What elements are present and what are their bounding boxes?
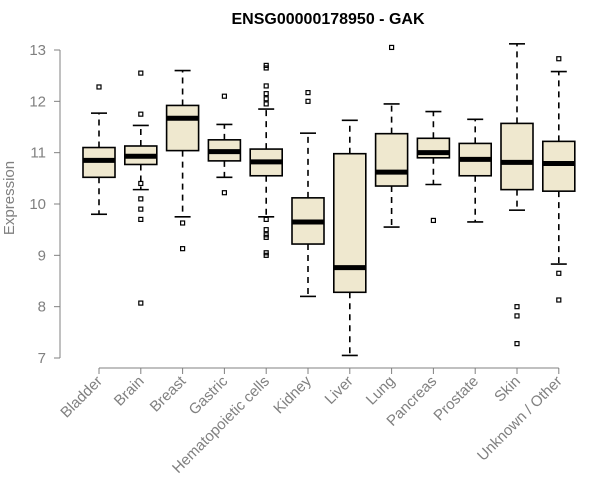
outlier-point [138, 196, 144, 202]
y-tick-label: 11 [30, 145, 46, 162]
outlier-point [263, 216, 269, 222]
x-tick-label: Breast [147, 372, 190, 415]
y-tick-label: 10 [29, 196, 46, 213]
outlier-point [180, 246, 186, 252]
x-tick-label: Skin [491, 373, 524, 406]
y-axis-label: Expression [1, 161, 18, 235]
outlier-point [514, 304, 520, 310]
box-group [500, 43, 534, 347]
iqr-box [500, 122, 534, 191]
outlier-point [221, 93, 227, 99]
x-tick-label: Liver [322, 373, 357, 408]
y-axis: 7 8 9 10 11 12 13 [29, 42, 61, 367]
iqr-box [374, 132, 409, 187]
y-tick-label: 8 [38, 299, 46, 316]
outlier-point [138, 300, 144, 306]
outlier-point [263, 91, 269, 97]
outlier-point [389, 44, 395, 51]
outlier-point [138, 206, 144, 212]
outlier-point [263, 83, 269, 89]
iqr-box [165, 104, 200, 152]
outlier-point [430, 217, 436, 224]
outlier-point [138, 111, 144, 117]
box-group [165, 69, 200, 252]
y-tick-label: 9 [38, 247, 46, 264]
box-group [458, 118, 493, 223]
outlier-point [138, 180, 144, 187]
box-series [82, 43, 576, 357]
y-tick-label: 12 [29, 93, 46, 110]
outlier-point [556, 297, 562, 303]
box-group [541, 56, 576, 303]
y-tick-label: 7 [38, 350, 46, 367]
outlier-point [263, 252, 269, 258]
outlier-point [96, 84, 102, 90]
outlier-point [305, 98, 311, 104]
box-group [332, 119, 367, 357]
outlier-point [221, 190, 227, 196]
outlier-point [305, 90, 311, 96]
x-tick-label: Lung [363, 373, 399, 409]
outlier-point [138, 70, 144, 76]
outlier-point [180, 220, 186, 226]
iqr-box [332, 152, 367, 294]
iqr-box [541, 140, 576, 192]
box-group [82, 84, 116, 216]
outlier-point [263, 96, 269, 102]
outlier-point [263, 101, 269, 107]
box-group [416, 110, 451, 224]
box-group [124, 70, 158, 306]
x-tick-label: Bladder [57, 373, 106, 422]
x-tick-label: Brain [111, 373, 148, 410]
x-tick-label: Prostate [430, 373, 482, 425]
outlier-point [263, 65, 269, 71]
outlier-point [556, 270, 562, 276]
outlier-point [556, 56, 562, 62]
y-tick-label: 13 [29, 42, 46, 59]
outlier-point [263, 227, 269, 233]
box-group [207, 93, 242, 196]
box-group [291, 90, 325, 298]
outlier-point [514, 341, 520, 347]
box-group [374, 44, 409, 228]
box-group [249, 62, 283, 258]
outlier-point [138, 216, 144, 222]
outlier-point [514, 313, 520, 319]
x-tick-label: Kidney [270, 372, 315, 417]
chart-title: ENSG00000178950 - GAK [232, 11, 425, 28]
outlier-point [263, 234, 269, 240]
